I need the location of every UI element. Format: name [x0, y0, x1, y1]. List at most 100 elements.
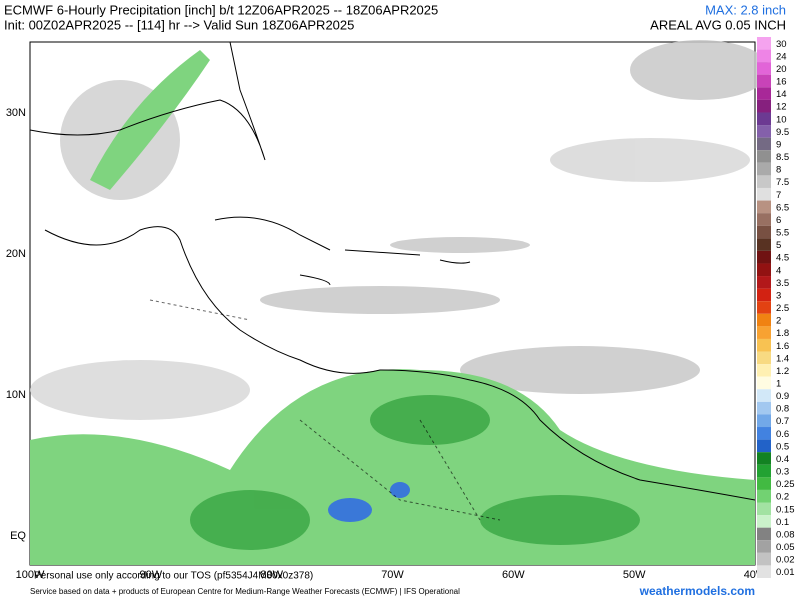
colorbar-label: 0.08 — [776, 529, 795, 540]
color-swatch — [757, 301, 771, 314]
colorbar-label: 3 — [776, 290, 781, 301]
color-swatch — [757, 288, 771, 302]
colorbar-label: 1 — [776, 379, 781, 390]
color-swatch — [757, 137, 771, 151]
color-swatch — [757, 527, 771, 541]
areal-avg: AREAL AVG 0.05 INCH — [650, 17, 786, 32]
color-swatch — [757, 414, 771, 428]
map — [29, 40, 770, 566]
title: ECMWF 6-Hourly Precipitation [inch] b/t … — [4, 2, 438, 17]
color-swatch — [757, 502, 771, 516]
lon-label: 70W — [381, 569, 404, 581]
color-swatch — [757, 37, 771, 50]
colorbar-label: 1.8 — [776, 328, 789, 339]
lon-label: 60W — [502, 569, 525, 581]
colorbar-label: 0.1 — [776, 517, 789, 528]
colorbar-label: 0.25 — [776, 479, 795, 490]
lat-label: 20N — [6, 248, 26, 260]
colorbar-label: 2 — [776, 316, 781, 327]
color-swatch — [757, 376, 771, 390]
colorbar-label: 0.9 — [776, 391, 789, 402]
colorbar-label: 0.2 — [776, 492, 789, 503]
color-swatch — [757, 565, 771, 578]
site: weathermodels.com — [639, 584, 755, 598]
colorbar-label: 7.5 — [776, 177, 789, 188]
colorbar-label: 2.5 — [776, 303, 789, 314]
colorbar-label: 6 — [776, 215, 781, 226]
color-swatch — [757, 162, 771, 176]
color-swatch — [757, 326, 771, 339]
colorbar-label: 1.2 — [776, 366, 789, 377]
color-swatch — [757, 351, 771, 365]
colorbar-label: 0.01 — [776, 567, 795, 578]
color-swatch — [757, 150, 771, 163]
lon-label: 90W — [140, 569, 163, 581]
colorbar-label: 14 — [776, 89, 787, 100]
colorbar-label: 20 — [776, 64, 787, 75]
colorbar-label: 12 — [776, 102, 787, 113]
lon-label: 80W — [260, 569, 283, 581]
colorbar-label: 10 — [776, 114, 787, 125]
color-swatch — [757, 225, 771, 239]
color-swatch — [757, 364, 771, 377]
color-swatch — [757, 540, 771, 553]
color-swatch — [757, 263, 771, 277]
colorbar-label: 0.15 — [776, 504, 795, 515]
max-value: MAX: 2.8 inch — [705, 2, 786, 17]
colorbar-label: 6.5 — [776, 202, 789, 213]
lat-label: 10N — [6, 389, 26, 401]
color-swatch — [757, 477, 771, 490]
color-swatch — [757, 552, 771, 566]
color-swatch — [757, 187, 771, 201]
lat-label: 30N — [6, 107, 26, 119]
colorbar-label: 8.5 — [776, 152, 789, 163]
color-swatch — [757, 452, 771, 465]
colorbar-label: 3.5 — [776, 278, 789, 289]
init-line: Init: 00Z02APR2025 -- [114] hr --> Valid… — [4, 17, 354, 32]
colorbar-label: 0.6 — [776, 429, 789, 440]
color-swatch — [757, 49, 771, 63]
watermark: Personal use only according to our TOS (… — [34, 571, 313, 582]
color-swatch — [757, 74, 771, 88]
color-swatch — [757, 427, 771, 440]
color-swatch — [757, 62, 771, 75]
colorbar-label: 9 — [776, 139, 781, 150]
color-swatch — [757, 439, 771, 453]
colorbar-label: 9.5 — [776, 127, 789, 138]
colorbar: 302420161412109.598.587.576.565.554.543.… — [757, 37, 795, 578]
colorbar-label: 5 — [776, 240, 781, 251]
color-swatch — [757, 515, 771, 528]
colorbar-label: 30 — [776, 39, 787, 50]
color-swatch — [757, 313, 771, 327]
color-swatch — [757, 464, 771, 478]
colorbar-label: 1.4 — [776, 353, 789, 364]
colorbar-label: 0.05 — [776, 542, 795, 553]
color-swatch — [757, 238, 771, 251]
color-swatch — [757, 112, 771, 126]
color-swatch — [757, 389, 771, 402]
color-swatch — [757, 125, 771, 138]
colorbar-label: 8 — [776, 165, 781, 176]
colorbar-label: 16 — [776, 77, 787, 88]
colorbar-label: 0.3 — [776, 467, 789, 478]
colorbar-label: 1.6 — [776, 341, 789, 352]
color-swatch — [757, 276, 771, 289]
color-swatch — [757, 338, 771, 352]
colorbar-label: 0.5 — [776, 441, 789, 452]
colorbar-label: 7 — [776, 190, 781, 201]
colorbar-label: 0.8 — [776, 404, 789, 415]
credit: Service based on data + products of Euro… — [30, 587, 460, 596]
color-swatch — [757, 489, 771, 503]
colorbar-label: 0.4 — [776, 454, 789, 465]
color-swatch — [757, 250, 771, 264]
color-swatch — [757, 200, 771, 214]
colorbar-label: 5.5 — [776, 228, 789, 239]
lat-labels: 30N 20N 10N EQ — [6, 107, 27, 542]
color-swatch — [757, 213, 771, 226]
color-swatch — [757, 87, 771, 100]
colorbar-label: 0.02 — [776, 555, 795, 566]
colorbar-label: 4.5 — [776, 253, 789, 264]
lon-labels: 100W 90W 80W 70W 60W 50W 40W — [16, 569, 767, 581]
colorbar-label: 4 — [776, 265, 781, 276]
